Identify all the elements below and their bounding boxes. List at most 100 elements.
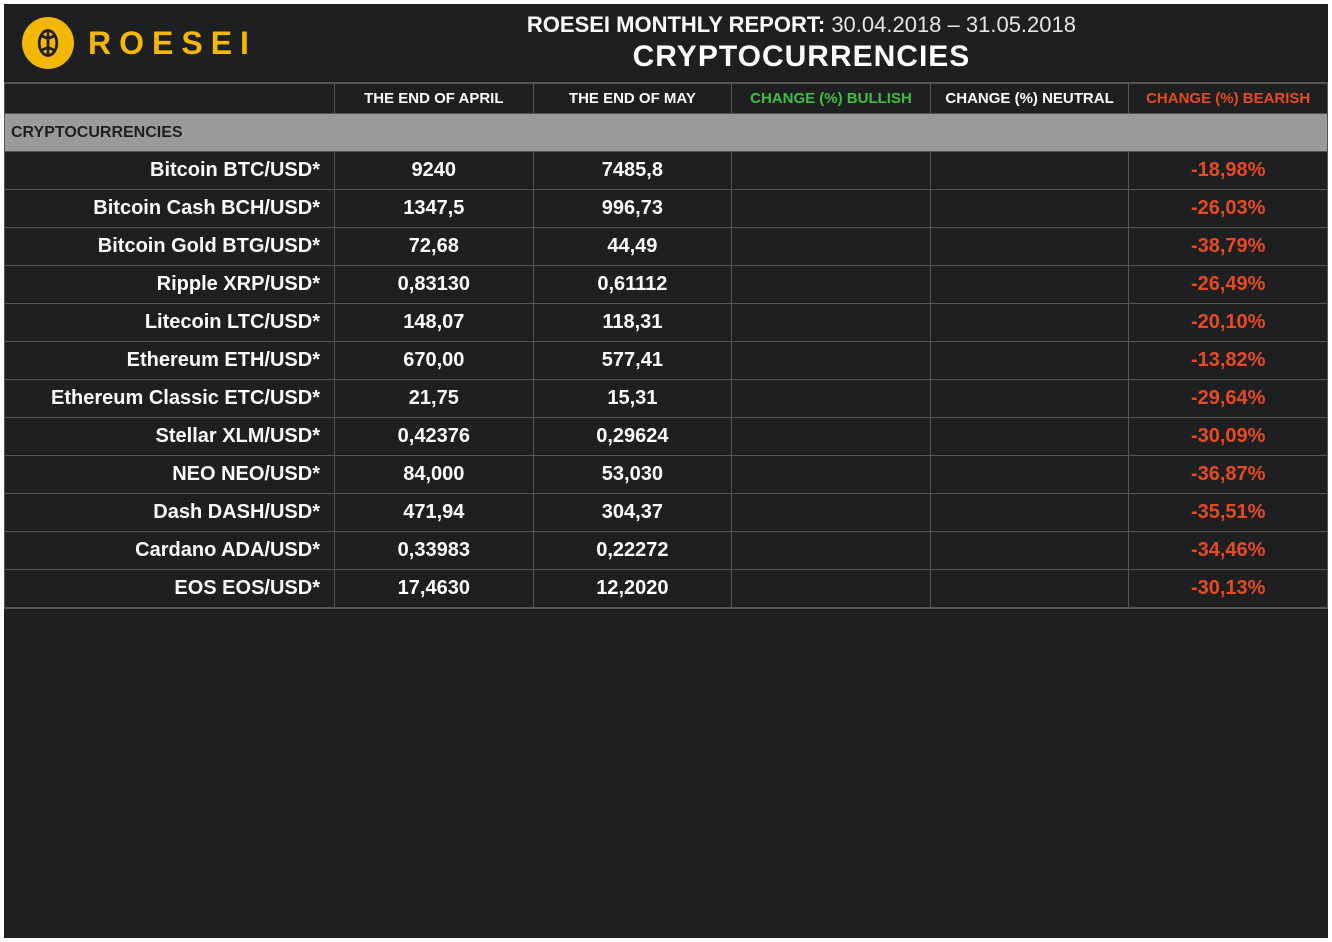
end-may-cell: 53,030 bbox=[533, 456, 732, 494]
bearish-cell: -20,10% bbox=[1129, 304, 1328, 342]
bearish-cell: -18,98% bbox=[1129, 152, 1328, 190]
end-may-cell: 577,41 bbox=[533, 342, 732, 380]
bullish-cell bbox=[732, 342, 931, 380]
bearish-cell: -38,79% bbox=[1129, 228, 1328, 266]
crypto-name-cell: Ethereum Classic ETC/USD* bbox=[5, 380, 335, 418]
bullish-cell bbox=[732, 304, 931, 342]
neutral-cell bbox=[930, 418, 1129, 456]
crypto-name-cell: Ethereum ETH/USD* bbox=[5, 342, 335, 380]
crypto-name-cell: Dash DASH/USD* bbox=[5, 494, 335, 532]
neutral-cell bbox=[930, 190, 1129, 228]
bullish-cell bbox=[732, 266, 931, 304]
end-april-cell: 84,000 bbox=[335, 456, 534, 494]
report-subtitle: CRYPTOCURRENCIES bbox=[633, 40, 971, 74]
bearish-cell: -34,46% bbox=[1129, 532, 1328, 570]
col-header-bullish: CHANGE (%) BULLISH bbox=[732, 84, 931, 114]
end-april-cell: 0,42376 bbox=[335, 418, 534, 456]
col-header-bearish: CHANGE (%) BEARISH bbox=[1129, 84, 1328, 114]
bullish-cell bbox=[732, 570, 931, 608]
table-header-row: THE END OF APRIL THE END OF MAY CHANGE (… bbox=[5, 84, 1328, 114]
crypto-name-cell: NEO NEO/USD* bbox=[5, 456, 335, 494]
report-label: ROESEI MONTHLY REPORT: bbox=[527, 12, 825, 37]
title-block: ROESEI MONTHLY REPORT: 30.04.2018 – 31.0… bbox=[275, 4, 1328, 82]
table-row: Ripple XRP/USD*0,831300,61112 -26,49% bbox=[5, 266, 1328, 304]
bearish-cell: -26,49% bbox=[1129, 266, 1328, 304]
end-may-cell: 0,29624 bbox=[533, 418, 732, 456]
table-row: Stellar XLM/USD*0,423760,29624 -30,09% bbox=[5, 418, 1328, 456]
end-april-cell: 21,75 bbox=[335, 380, 534, 418]
col-header-name bbox=[5, 84, 335, 114]
bullish-cell bbox=[732, 380, 931, 418]
col-header-end-april: THE END OF APRIL bbox=[335, 84, 534, 114]
table-row: Litecoin LTC/USD*148,07118,31 -20,10% bbox=[5, 304, 1328, 342]
end-april-cell: 471,94 bbox=[335, 494, 534, 532]
table-row: EOS EOS/USD*17,463012,2020 -30,13% bbox=[5, 570, 1328, 608]
crypto-name-cell: Bitcoin Cash BCH/USD* bbox=[5, 190, 335, 228]
bullish-cell bbox=[732, 152, 931, 190]
brand-logo-block: ROESEI bbox=[4, 4, 275, 82]
crypto-name-cell: Ripple XRP/USD* bbox=[5, 266, 335, 304]
end-may-cell: 7485,8 bbox=[533, 152, 732, 190]
end-may-cell: 996,73 bbox=[533, 190, 732, 228]
bullish-cell bbox=[732, 456, 931, 494]
report-date-range: 30.04.2018 – 31.05.2018 bbox=[831, 12, 1076, 37]
neutral-cell bbox=[930, 532, 1129, 570]
bullish-cell bbox=[732, 190, 931, 228]
table-row: Bitcoin Gold BTG/USD*72,6844,49 -38,79% bbox=[5, 228, 1328, 266]
neutral-cell bbox=[930, 456, 1129, 494]
bearish-cell: -30,09% bbox=[1129, 418, 1328, 456]
crypto-name-cell: Cardano ADA/USD* bbox=[5, 532, 335, 570]
end-april-cell: 72,68 bbox=[335, 228, 534, 266]
table-row: NEO NEO/USD*84,00053,030-36,87% bbox=[5, 456, 1328, 494]
table-row: Dash DASH/USD*471,94304,37 -35,51% bbox=[5, 494, 1328, 532]
end-may-cell: 118,31 bbox=[533, 304, 732, 342]
end-april-cell: 0,83130 bbox=[335, 266, 534, 304]
table-row: Bitcoin BTC/USD*92407485,8 -18,98% bbox=[5, 152, 1328, 190]
col-header-end-may: THE END OF MAY bbox=[533, 84, 732, 114]
table-row: Bitcoin Cash BCH/USD*1347,5996,73 -26,03% bbox=[5, 190, 1328, 228]
col-header-neutral: CHANGE (%) NEUTRAL bbox=[930, 84, 1129, 114]
crypto-name-cell: Litecoin LTC/USD* bbox=[5, 304, 335, 342]
neutral-cell bbox=[930, 494, 1129, 532]
bearish-cell: -29,64% bbox=[1129, 380, 1328, 418]
report-header: ROESEI ROESEI MONTHLY REPORT: 30.04.2018… bbox=[4, 4, 1328, 83]
section-header-row: CRYPTOCURRENCIES bbox=[5, 114, 1328, 152]
end-may-cell: 0,22272 bbox=[533, 532, 732, 570]
report-container: ROESEI ROESEI MONTHLY REPORT: 30.04.2018… bbox=[4, 4, 1328, 938]
end-may-cell: 12,2020 bbox=[533, 570, 732, 608]
crypto-name-cell: Bitcoin Gold BTG/USD* bbox=[5, 228, 335, 266]
bearish-cell: -35,51% bbox=[1129, 494, 1328, 532]
neutral-cell bbox=[930, 570, 1129, 608]
end-april-cell: 670,00 bbox=[335, 342, 534, 380]
brand-logo-icon bbox=[22, 17, 74, 69]
crypto-table: THE END OF APRIL THE END OF MAY CHANGE (… bbox=[4, 83, 1328, 608]
crypto-name-cell: Stellar XLM/USD* bbox=[5, 418, 335, 456]
neutral-cell bbox=[930, 152, 1129, 190]
crypto-name-cell: EOS EOS/USD* bbox=[5, 570, 335, 608]
bearish-cell: -30,13% bbox=[1129, 570, 1328, 608]
neutral-cell bbox=[930, 380, 1129, 418]
end-april-cell: 17,4630 bbox=[335, 570, 534, 608]
brand-name: ROESEI bbox=[88, 25, 257, 62]
crypto-name-cell: Bitcoin BTC/USD* bbox=[5, 152, 335, 190]
end-april-cell: 0,33983 bbox=[335, 532, 534, 570]
bullish-cell bbox=[732, 532, 931, 570]
neutral-cell bbox=[930, 228, 1129, 266]
empty-space bbox=[4, 608, 1328, 938]
neutral-cell bbox=[930, 304, 1129, 342]
report-title-line: ROESEI MONTHLY REPORT: 30.04.2018 – 31.0… bbox=[527, 12, 1076, 38]
bullish-cell bbox=[732, 228, 931, 266]
end-may-cell: 44,49 bbox=[533, 228, 732, 266]
bearish-cell: -13,82% bbox=[1129, 342, 1328, 380]
section-label: CRYPTOCURRENCIES bbox=[5, 114, 1328, 152]
end-may-cell: 0,61112 bbox=[533, 266, 732, 304]
bearish-cell: -26,03% bbox=[1129, 190, 1328, 228]
table-row: Cardano ADA/USD*0,339830,22272 -34,46% bbox=[5, 532, 1328, 570]
end-may-cell: 304,37 bbox=[533, 494, 732, 532]
end-may-cell: 15,31 bbox=[533, 380, 732, 418]
table-row: Ethereum Classic ETC/USD*21,7515,31 -29,6… bbox=[5, 380, 1328, 418]
end-april-cell: 1347,5 bbox=[335, 190, 534, 228]
table-row: Ethereum ETH/USD*670,00577,41 -13,82% bbox=[5, 342, 1328, 380]
end-april-cell: 9240 bbox=[335, 152, 534, 190]
end-april-cell: 148,07 bbox=[335, 304, 534, 342]
